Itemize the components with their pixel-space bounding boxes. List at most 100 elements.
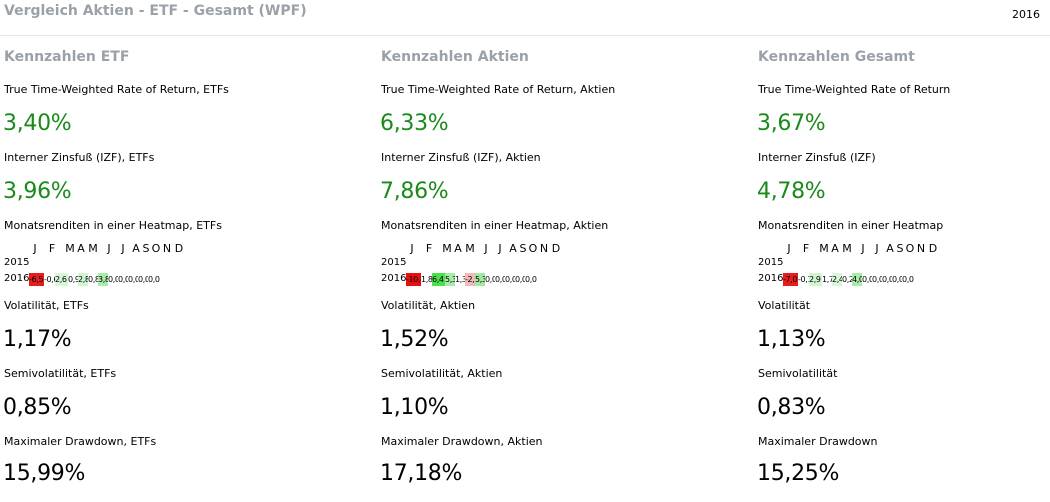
izf-label: Interner Zinsfuß (IZF), Aktien xyxy=(381,151,541,164)
heatmap-cell: 0,0 xyxy=(902,273,914,286)
heatmap-month-letter: M xyxy=(65,242,75,255)
heatmap-cell: 0,0 xyxy=(118,273,128,286)
semivolatility-value: 0,85% xyxy=(3,395,72,420)
column-aktien: Kennzahlen Aktien True Time-Weighted Rate… xyxy=(377,0,754,502)
volatility-value: 1,17% xyxy=(3,327,72,352)
heatmap-cell: 0,0 xyxy=(148,273,160,286)
heatmap-month-letter: S xyxy=(896,242,904,255)
max-drawdown-value: 15,25% xyxy=(757,461,840,486)
heatmap-cell: 3,8 xyxy=(98,273,108,286)
volatility-value: 1,52% xyxy=(380,327,449,352)
semivolatility-value: 0,83% xyxy=(757,395,826,420)
heatmap-month-letter: J xyxy=(107,242,111,255)
izf-label: Interner Zinsfuß (IZF) xyxy=(758,151,876,164)
heatmap-year-2015: 2015 xyxy=(758,257,784,268)
heatmap-cell: 0,8 xyxy=(88,273,98,286)
semivolatility-label: Semivolatilität xyxy=(758,367,838,380)
heatmap-cell: 0,0 xyxy=(882,273,892,286)
volatility-label: Volatilität, Aktien xyxy=(381,299,476,312)
heatmap-month-letter: O xyxy=(528,242,538,255)
section-title: Kennzahlen ETF xyxy=(4,49,130,65)
ttwror-value: 3,40% xyxy=(3,111,72,136)
heatmap-cell: 0,0 xyxy=(495,273,505,286)
heatmap-cell: 5,3 xyxy=(475,273,485,286)
heatmap-month-letter: J xyxy=(410,242,414,255)
izf-value: 3,96% xyxy=(3,179,72,204)
heatmap-month-letter: D xyxy=(174,242,184,255)
heatmap-month-letter: A xyxy=(831,242,839,255)
semivolatility-label: Semivolatilität, ETFs xyxy=(4,367,117,380)
heatmap-month-letter: J xyxy=(121,242,125,255)
heatmap-cell: -0,6 xyxy=(44,273,55,286)
max-drawdown-value: 17,18% xyxy=(380,461,463,486)
heatmap-cell: 1,7 xyxy=(822,273,832,286)
heatmap-year-2016: 2016 xyxy=(758,273,784,284)
heatmap-cell: 5,3 xyxy=(445,273,455,286)
ttwror-label: True Time-Weighted Rate of Return, Aktie… xyxy=(381,83,616,96)
heatmap-cell: 4,0 xyxy=(852,273,862,286)
heatmap-cell: 0,0 xyxy=(128,273,138,286)
heatmap-month-letter: O xyxy=(905,242,915,255)
heatmap-year-2016: 2016 xyxy=(381,273,407,284)
page-title: Vergleich Aktien - ETF - Gesamt (WPF) xyxy=(4,3,307,19)
heatmap-month-letter: N xyxy=(162,242,172,255)
heatmap-cell: 6,4 xyxy=(432,273,445,286)
heatmap-month-letter: J xyxy=(875,242,879,255)
heatmap-year-2015: 2015 xyxy=(381,257,407,268)
heatmap-cell: 0,0 xyxy=(108,273,118,286)
heatmap-cell: -0,1 xyxy=(798,273,809,286)
heatmap-month-letter: A xyxy=(132,242,140,255)
volatility-value: 1,13% xyxy=(757,327,826,352)
heatmap-month-letter: A xyxy=(77,242,85,255)
heatmap-month-letter: A xyxy=(509,242,517,255)
ttwror-label: True Time-Weighted Rate of Return xyxy=(758,83,951,96)
heatmap-month-letter: J xyxy=(484,242,488,255)
heatmap-month-letter: D xyxy=(551,242,561,255)
heatmap-label: Monatsrenditen in einer Heatmap, Aktien xyxy=(381,219,609,232)
heatmap-cell: 2,9 xyxy=(809,273,822,286)
heatmap-month-letter: M xyxy=(819,242,829,255)
volatility-label: Volatilität, ETFs xyxy=(4,299,89,312)
volatility-label: Volatilität xyxy=(758,299,811,312)
heatmap-cell: 2,4 xyxy=(832,273,842,286)
heatmap-cell: -2,5 xyxy=(465,273,475,286)
heatmap-cell: 0,0 xyxy=(485,273,495,286)
ttwror-value: 3,67% xyxy=(757,111,826,136)
heatmap-cell: 0,0 xyxy=(515,273,525,286)
heatmap-month-letter: F xyxy=(802,242,810,255)
heatmap-month-letter: A xyxy=(454,242,462,255)
max-drawdown-label: Maximaler Drawdown, ETFs xyxy=(4,435,157,448)
heatmap-cell: 0,0 xyxy=(138,273,148,286)
heatmap-cell: 0,0 xyxy=(872,273,882,286)
heatmap-year-2016: 2016 xyxy=(4,273,30,284)
izf-label: Interner Zinsfuß (IZF), ETFs xyxy=(4,151,155,164)
heatmap-month-letter: M xyxy=(88,242,98,255)
heatmap-cell: 1,3 xyxy=(455,273,465,286)
heatmap-month-letter: M xyxy=(465,242,475,255)
column-gesamt: Kennzahlen Gesamt True Time-Weighted Rate… xyxy=(754,0,1050,502)
heatmap-month-letter: A xyxy=(886,242,894,255)
top-bar: Vergleich Aktien - ETF - Gesamt (WPF) 20… xyxy=(0,0,1050,36)
semivolatility-label: Semivolatilität, Aktien xyxy=(381,367,503,380)
year-selector[interactable]: 2016 xyxy=(1012,8,1040,21)
heatmap-cell: -7,0 xyxy=(783,273,798,286)
max-drawdown-label: Maximaler Drawdown, Aktien xyxy=(381,435,543,448)
heatmap-month-letter: S xyxy=(142,242,150,255)
heatmap-label: Monatsrenditen in einer Heatmap, ETFs xyxy=(4,219,222,232)
heatmap-month-letter: F xyxy=(425,242,433,255)
heatmap-cell: 0,0 xyxy=(862,273,872,286)
heatmap-cell: 2,8 xyxy=(78,273,88,286)
heatmap-month-letter: J xyxy=(33,242,37,255)
heatmap-year-2015: 2015 xyxy=(4,257,30,268)
izf-value: 7,86% xyxy=(380,179,449,204)
heatmap-month-letter: N xyxy=(539,242,549,255)
heatmap-cell: 0,9 xyxy=(68,273,78,286)
heatmap-cell: -10,4 xyxy=(406,273,421,286)
heatmap-cell: 0,0 xyxy=(525,273,537,286)
izf-value: 4,78% xyxy=(757,179,826,204)
heatmap-month-letter: J xyxy=(787,242,791,255)
ttwror-value: 6,33% xyxy=(380,111,449,136)
max-drawdown-value: 15,99% xyxy=(3,461,86,486)
heatmap-month-letter: J xyxy=(498,242,502,255)
heatmap-label: Monatsrenditen in einer Heatmap xyxy=(758,219,944,232)
